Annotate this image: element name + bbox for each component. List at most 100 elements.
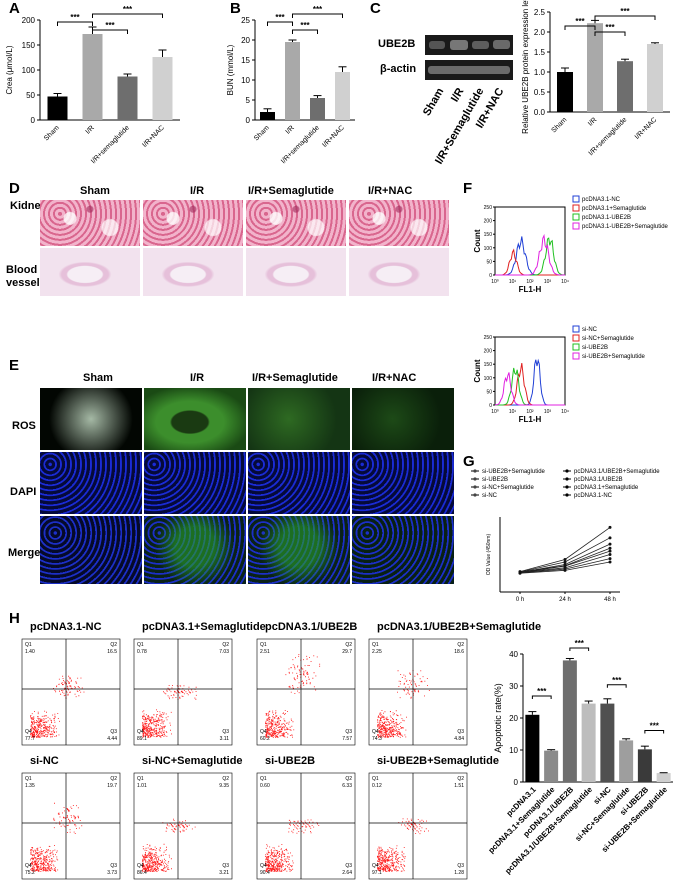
- y-axis-label: Relative UBE2B protein expression level: [521, 0, 530, 134]
- data-point: [608, 536, 612, 540]
- d-col-ir: I/R: [190, 185, 205, 197]
- histogram-frame: [494, 336, 566, 406]
- legend-marker: [565, 477, 569, 481]
- bar: [617, 61, 633, 112]
- significance-bracket: [292, 29, 318, 34]
- quadrant-value: 89.1: [137, 736, 147, 742]
- quadrant-value: 77.7: [25, 736, 35, 742]
- merge-ir-semaglutide-image: [248, 516, 350, 584]
- y-tick-label: 10: [509, 746, 518, 755]
- significance-label: ***: [300, 21, 310, 30]
- data-point: [608, 549, 612, 553]
- x-tick-label: 10⁰: [491, 279, 499, 285]
- data-point: [563, 558, 567, 561]
- data-point: [608, 542, 612, 546]
- y-tick-label: 100: [484, 246, 493, 252]
- quadrant-value: 18.6: [454, 649, 464, 655]
- legend-label: pcDNA3.1-NC: [582, 197, 621, 203]
- blot-band: [472, 41, 489, 49]
- quadrant-label: Q1: [372, 776, 379, 782]
- data-point: [608, 525, 612, 529]
- legend-label: pcDNA3.1/UBE2B+Semaglutide: [574, 469, 660, 475]
- dapi-ir-image: [144, 452, 246, 514]
- quadrant-value: 4.84: [454, 736, 464, 742]
- quadrant-label: Q4: [25, 729, 32, 735]
- bar: [544, 750, 559, 782]
- x-tick-label: 10⁴: [561, 409, 569, 415]
- quadrant-value: 7.57: [342, 736, 352, 742]
- dapi-ir-semaglutide-image: [248, 452, 350, 514]
- quadrant-value: 1.40: [25, 649, 35, 655]
- vessel-row-label: vessel: [6, 277, 40, 289]
- bar: [82, 34, 103, 120]
- legend-label: si-UBE2B: [582, 345, 608, 351]
- y-tick-label: 0: [489, 273, 492, 279]
- quadrant-value: 6.33: [342, 783, 352, 789]
- histogram-curve: [495, 358, 565, 406]
- legend-label: si-UBE2B+Semaglutide: [582, 354, 646, 360]
- legend-label: pcDNA3.1-NC: [574, 493, 613, 499]
- significance-label: ***: [650, 722, 660, 731]
- legend-label: si-UBE2B: [482, 477, 508, 483]
- legend-label: pcDNA3.1+Semaglutide: [574, 485, 639, 491]
- histogram-curve: [495, 367, 565, 406]
- y-tick-label: 2.5: [534, 8, 546, 17]
- significance-bracket: [57, 21, 93, 26]
- quadrant-label: Q1: [25, 642, 32, 648]
- bar: [310, 98, 325, 120]
- scatter-points: [142, 685, 197, 738]
- x-tick-label: Sham: [43, 124, 61, 142]
- significance-label: ***: [313, 5, 323, 14]
- significance-bracket: [531, 695, 552, 699]
- significance-bracket: [292, 13, 343, 18]
- x-tick-label: 10³: [544, 279, 552, 285]
- legend-swatch: [572, 325, 580, 333]
- panel-h-letter: H: [9, 610, 20, 627]
- bar: [117, 76, 138, 120]
- quadrant-label: Q2: [457, 776, 464, 782]
- quadrant-label: Q3: [457, 729, 464, 735]
- quadrant-label: Q3: [222, 863, 229, 869]
- ros-sham-image: [40, 388, 142, 450]
- bar: [557, 72, 573, 112]
- legend-label: si-NC: [582, 327, 598, 333]
- merge-sham-image: [40, 516, 142, 584]
- bar: [152, 57, 173, 120]
- beta-actin-blot-strip: [425, 60, 513, 80]
- quadrant-label: Q3: [457, 863, 464, 869]
- significance-label: ***: [275, 13, 285, 22]
- he-vessel-ir-nac-image: [349, 248, 449, 296]
- y-tick-label: 100: [484, 376, 493, 382]
- data-point: [563, 560, 567, 564]
- y-tick-label: 25: [241, 16, 250, 25]
- e-col-ir-semaglutide: I/R+Semaglutide: [252, 372, 338, 384]
- significance-label: ***: [620, 7, 630, 16]
- he-kidney-ir-semaglutide-image: [246, 200, 346, 246]
- quadrant-label: Q1: [25, 776, 32, 782]
- x-axis-label: FL1-H: [519, 415, 542, 424]
- x-tick-label: I/R: [85, 124, 96, 135]
- legend-marker: [473, 493, 477, 497]
- x-tick-label: 48 h: [604, 597, 616, 603]
- quadrant-value: 7.03: [219, 649, 229, 655]
- ros-ir-image: [144, 388, 246, 450]
- quadrant-value: 9.35: [219, 783, 229, 789]
- y-tick-label: 0: [246, 116, 251, 125]
- quadrant-label: Q2: [222, 776, 229, 782]
- significance-bracket: [594, 31, 626, 36]
- y-tick-label: 1.5: [534, 48, 546, 57]
- bar: [562, 660, 577, 782]
- y-tick-label: 150: [22, 41, 36, 50]
- dot-plot-title: pcDNA3.1/UBE2B+Semaglutide: [377, 621, 542, 633]
- x-tick-label: 10²: [526, 409, 534, 415]
- y-tick-label: 0: [31, 116, 36, 125]
- bar: [587, 23, 603, 113]
- ube2b-blot-strip: [425, 35, 513, 55]
